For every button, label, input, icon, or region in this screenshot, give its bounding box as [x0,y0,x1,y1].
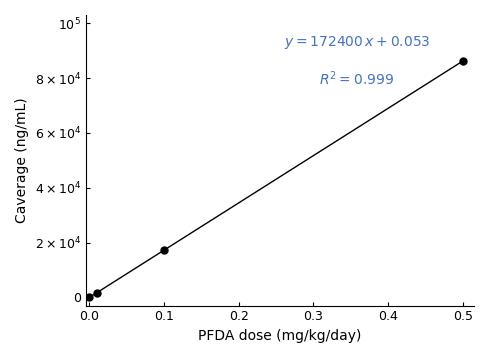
Y-axis label: Caverage (ng/mL): Caverage (ng/mL) [15,97,29,223]
Text: $y = 172400\,x + 0.053$: $y = 172400\,x + 0.053$ [283,34,429,52]
Point [93,290,101,295]
X-axis label: PFDA dose (mg/kg/day): PFDA dose (mg/kg/day) [198,329,361,343]
Point [85,295,93,300]
Point [458,58,466,64]
Text: $R^2 = 0.999$: $R^2 = 0.999$ [319,69,394,88]
Point [160,247,168,253]
